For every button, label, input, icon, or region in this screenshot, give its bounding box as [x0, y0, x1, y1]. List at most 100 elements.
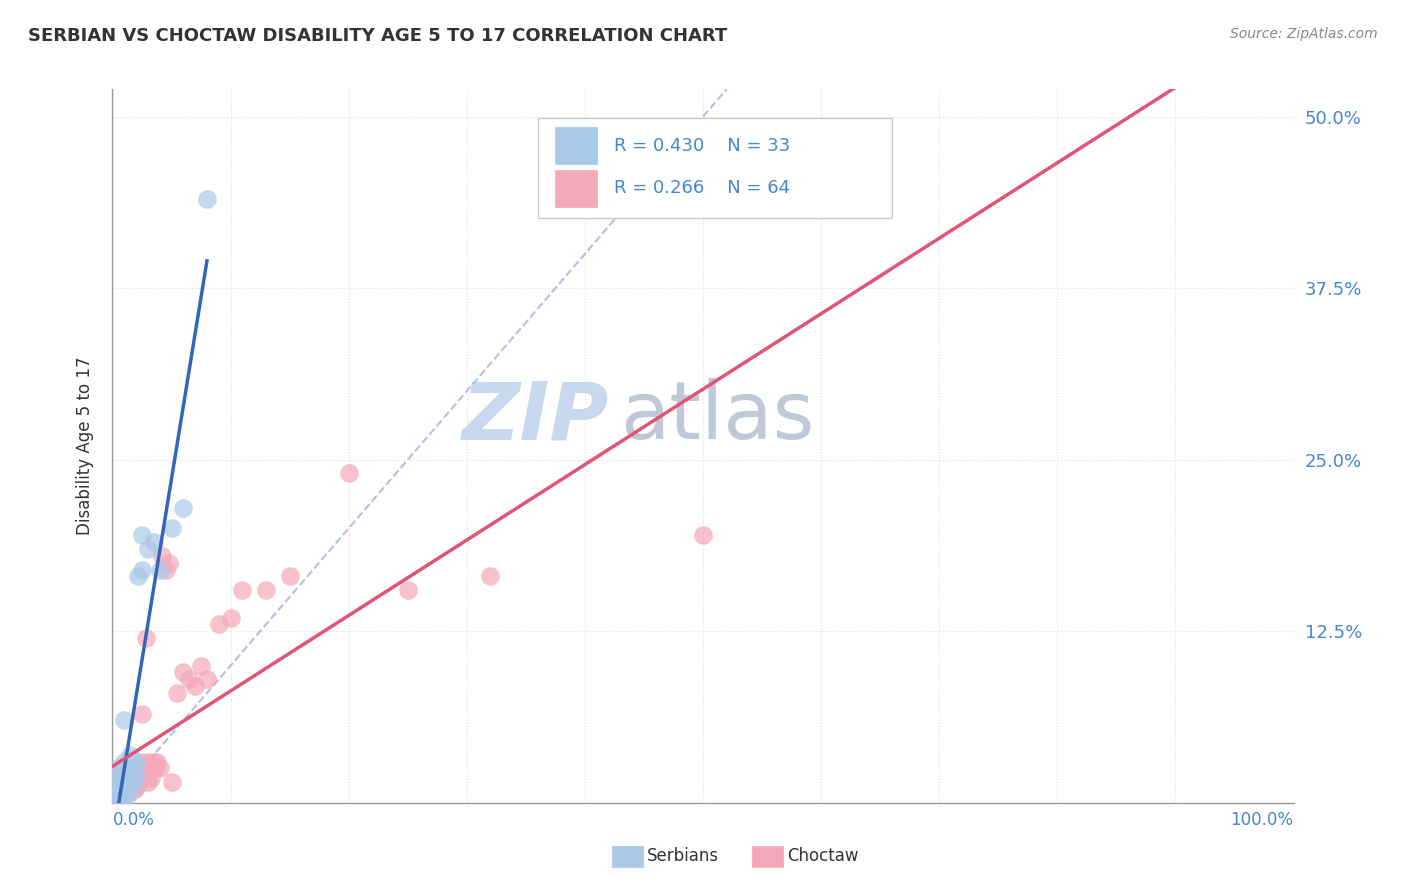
Point [122, 775, 145, 789]
Text: Serbians: Serbians [647, 847, 718, 865]
Bar [612, 846, 643, 867]
Point [142, 755, 165, 769]
Point [111, 780, 134, 794]
Point [143, 762, 166, 776]
Point [396, 583, 419, 598]
Point [120, 782, 142, 797]
Point [219, 610, 242, 624]
Point [107, 782, 129, 797]
Bar [555, 127, 596, 164]
Text: R = 0.266    N = 64: R = 0.266 N = 64 [614, 179, 790, 197]
Point [141, 771, 163, 785]
Point [115, 762, 138, 776]
Point [160, 775, 183, 789]
Point [166, 686, 188, 700]
Text: Choctaw: Choctaw [787, 847, 859, 865]
Point [110, 785, 132, 799]
Point [111, 789, 134, 803]
Point [231, 583, 253, 598]
Point [110, 771, 132, 785]
Point [112, 768, 135, 782]
Point [124, 782, 146, 797]
Point [110, 789, 132, 803]
Point [107, 789, 129, 803]
Point [127, 569, 149, 583]
Point [120, 747, 142, 762]
Point [254, 583, 277, 598]
Point [149, 562, 172, 576]
Text: 0.0%: 0.0% [112, 811, 155, 829]
Point [132, 768, 155, 782]
Point [172, 665, 194, 680]
Point [131, 755, 153, 769]
Point [134, 762, 156, 776]
Point [131, 706, 153, 721]
Point [135, 631, 157, 645]
Point [112, 714, 135, 728]
Point [122, 775, 145, 789]
Point [110, 782, 132, 797]
Text: R = 0.430    N = 33: R = 0.430 N = 33 [614, 136, 790, 154]
Point [125, 762, 148, 776]
Point [107, 775, 129, 789]
Point [115, 789, 138, 803]
Point [139, 762, 162, 776]
Point [108, 775, 131, 789]
Point [128, 775, 150, 789]
Point [122, 762, 145, 776]
Point [117, 782, 139, 797]
Point [136, 541, 159, 556]
Point [208, 617, 231, 632]
Point [112, 775, 135, 789]
Point [136, 755, 159, 769]
Point [112, 762, 135, 776]
Point [149, 762, 172, 776]
Point [150, 549, 173, 563]
Point [112, 782, 135, 797]
Point [131, 528, 153, 542]
Point [184, 679, 207, 693]
Point [120, 785, 142, 799]
Point [146, 755, 169, 769]
Point [107, 762, 129, 776]
Point [112, 782, 135, 797]
Point [125, 775, 148, 789]
Point [337, 467, 360, 481]
Point [107, 768, 129, 782]
Text: ZIP: ZIP [461, 378, 609, 457]
Point [190, 658, 212, 673]
Point [157, 556, 180, 570]
Text: SERBIAN VS CHOCTAW DISABILITY AGE 5 TO 17 CORRELATION CHART: SERBIAN VS CHOCTAW DISABILITY AGE 5 TO 1… [28, 27, 727, 45]
Point [111, 775, 134, 789]
Point [117, 771, 139, 785]
Point [172, 500, 194, 515]
Point [131, 562, 153, 576]
Point [127, 768, 149, 782]
Text: 100.0%: 100.0% [1230, 811, 1294, 829]
Point [125, 755, 148, 769]
Point [125, 768, 148, 782]
Bar [752, 846, 783, 867]
Point [111, 762, 134, 776]
Point [692, 528, 714, 542]
Point [479, 569, 502, 583]
Point [107, 768, 129, 782]
Point [278, 569, 301, 583]
Point [114, 782, 136, 797]
Point [195, 192, 218, 206]
FancyBboxPatch shape [537, 118, 891, 218]
Bar [555, 169, 596, 207]
Point [115, 775, 138, 789]
Point [112, 785, 135, 799]
Point [142, 535, 165, 549]
Point [122, 762, 145, 776]
Point [120, 780, 142, 794]
Point [107, 782, 129, 797]
Point [120, 775, 142, 789]
Y-axis label: Disability Age 5 to 17: Disability Age 5 to 17 [76, 357, 94, 535]
Point [105, 789, 128, 803]
Point [118, 780, 141, 794]
Point [155, 562, 177, 576]
Point [112, 755, 135, 769]
Point [127, 780, 149, 794]
